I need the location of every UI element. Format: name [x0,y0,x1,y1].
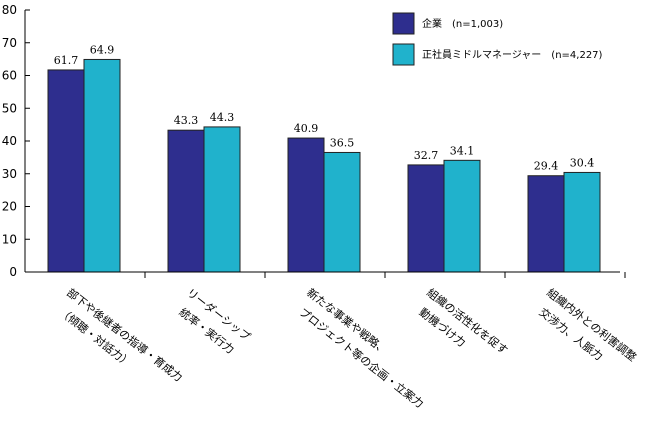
y-tick-label: 60 [2,69,17,83]
x-category-label-line: プロジェクト等の企画・立案力 [297,305,427,411]
y-tick-label: 30 [2,167,17,181]
y-tick-label: 0 [9,265,17,279]
legend-label-series1: 企業 (n=1,003) [422,17,503,30]
y-tick-label: 70 [2,36,17,50]
y-tick-label: 10 [2,232,17,246]
value-label-series2-cat4: 34.1 [450,144,475,157]
value-label-series2-cat5: 30.4 [570,156,595,169]
bar-series1-cat5 [527,175,565,273]
legend-swatch-series1 [392,12,415,35]
bar-series1-cat2 [167,129,205,273]
bar-series2-cat1 [83,58,121,273]
value-label-series1-cat5: 29.4 [534,160,559,173]
bar-series2-cat2 [203,126,241,273]
legend: 企業 (n=1,003) 正社員ミドルマネージャー (n=4,227) [392,12,603,66]
y-tick-label: 80 [2,3,17,17]
value-label-series2-cat3: 36.5 [330,136,355,149]
legend-label-series2: 正社員ミドルマネージャー (n=4,227) [422,48,603,61]
y-tick-label: 20 [2,200,17,214]
bar-series1-cat1 [47,69,85,273]
x-category-label-1: 部下や後継者の指導・育成力（傾聴・対話力） [57,285,186,384]
bar-series2-cat5 [563,171,601,273]
x-category-label-3: 新たな事業や戦略、プロジェクト等の企画・立案力 [297,285,427,411]
bar-series1-cat4 [407,164,445,273]
value-label-series1-cat2: 43.3 [174,114,199,127]
value-label-series1-cat3: 40.9 [294,122,319,135]
value-label-series2-cat1: 64.9 [90,43,115,56]
bar-series2-cat3 [323,151,361,273]
y-tick-label: 40 [2,134,17,148]
value-label-series1-cat4: 32.7 [414,149,439,162]
y-tick-label: 50 [2,101,17,115]
bar-series2-cat4 [443,159,481,273]
legend-swatch-series2 [392,43,415,66]
bars-layer [47,58,601,273]
value-labels-layer: 61.7 43.3 40.9 32.7 29.4 64.9 44.3 36.5 34.1 30.4 [54,43,595,172]
value-label-series1-cat1: 61.7 [54,54,79,67]
bar-series1-cat3 [287,137,325,273]
axis-layer: 0 10 20 30 40 50 60 70 80 [2,3,626,279]
value-label-series2-cat2: 44.3 [210,111,235,124]
